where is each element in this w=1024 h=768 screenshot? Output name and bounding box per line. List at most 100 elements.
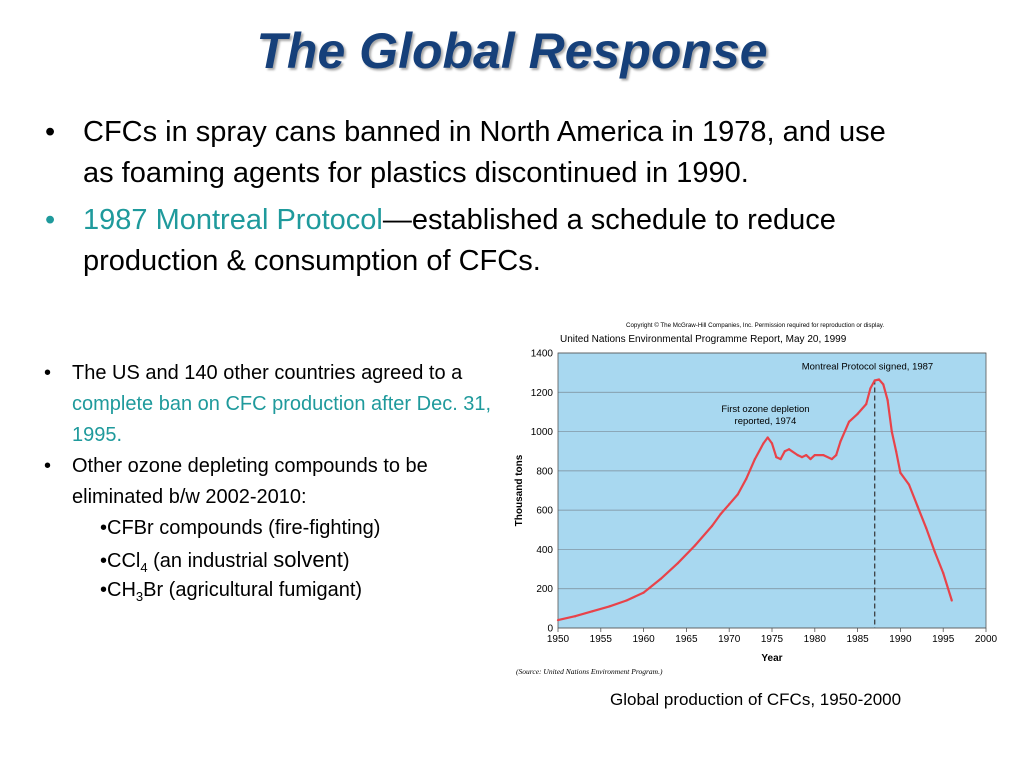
compound-ch3br: •CH3Br (agricultural fumigant): [100, 575, 362, 612]
chart-source: (Source: United Nations Environment Prog…: [516, 667, 663, 676]
sub-bullet-text: The US and 140 other countries agreed to…: [72, 362, 463, 384]
data-point: [608, 605, 611, 608]
x-tick-label: 1985: [846, 634, 869, 645]
y-tick-label: 400: [536, 545, 553, 556]
data-point: [762, 442, 765, 445]
y-tick-label: 600: [536, 506, 553, 517]
x-tick-label: 1965: [675, 634, 698, 645]
data-point: [783, 450, 786, 453]
data-point: [813, 454, 816, 457]
bullet-cfc-ban: • CFCs in spray cans banned in North Ame…: [40, 112, 900, 194]
compound-text: ): [342, 550, 350, 572]
data-point: [950, 599, 953, 602]
compound-text: •CCl: [100, 550, 141, 572]
x-tick-label: 1995: [932, 634, 955, 645]
annotation-ozone-depletion: First ozone depletion: [721, 404, 809, 415]
x-tick-label: 1955: [590, 634, 613, 645]
compound-cfbr: •CFBr compounds (fire-fighting): [100, 513, 380, 544]
data-point: [873, 379, 876, 382]
data-point: [907, 483, 911, 486]
data-point: [830, 457, 834, 461]
complete-ban-link[interactable]: complete ban on CFC production after Dec…: [72, 393, 492, 446]
y-axis-label: Thousand tons: [514, 454, 525, 526]
cfc-production-line: [557, 378, 953, 622]
data-point: [924, 526, 928, 529]
y-tick-label: 1400: [531, 349, 554, 360]
chart-title: United Nations Environmental Programme R…: [560, 334, 847, 345]
solvent-word: solvent: [273, 547, 343, 572]
x-tick-label: 1980: [804, 634, 827, 645]
data-point: [770, 442, 774, 445]
data-point: [933, 550, 936, 553]
montreal-protocol-link[interactable]: 1987 Montreal Protocol: [83, 204, 383, 236]
plot-border: [557, 352, 987, 629]
data-point: [556, 619, 560, 622]
bullet-dot: •: [44, 455, 52, 477]
data-point: [835, 454, 838, 457]
x-tick-label: 1975: [761, 634, 784, 645]
sub-bullet-text: Other ozone depleting compounds to be el…: [72, 455, 428, 508]
chart-caption: Global production of CFCs, 1950-2000: [610, 690, 902, 709]
x-tick-label: 1970: [718, 634, 741, 645]
data-point: [710, 524, 714, 527]
compound-text: •CFBr compounds (fire-fighting): [100, 517, 381, 539]
data-point: [856, 412, 859, 415]
data-point: [805, 454, 808, 457]
cfc-production-chart: Copyright © The McGraw-Hill Companies, I…: [508, 318, 1008, 678]
y-tick-label: 1200: [531, 388, 554, 399]
main-bullet-list: • CFCs in spray cans banned in North Ame…: [40, 112, 900, 288]
bullet-text: —established a schedule to reduce produc…: [83, 204, 836, 277]
data-point: [574, 615, 577, 618]
bullet-dot: •: [44, 362, 52, 384]
subscript: 4: [140, 560, 148, 575]
data-point: [886, 399, 889, 402]
chart-copyright: Copyright © The McGraw-Hill Companies, I…: [626, 322, 884, 329]
bullet-text: CFCs in spray cans banned in North Ameri…: [83, 116, 886, 189]
data-point: [942, 571, 945, 575]
data-point: [693, 544, 697, 547]
data-point: [736, 493, 739, 496]
bullet-dot: •: [45, 116, 56, 148]
data-point: [625, 599, 628, 602]
x-tick-label: 1960: [632, 634, 655, 645]
data-point: [839, 440, 842, 443]
sub-bullet-other-compounds: • Other ozone depleting compounds to be …: [42, 451, 507, 513]
sub-bullet-list: • The US and 140 other countries agreed …: [42, 358, 507, 513]
data-point: [916, 505, 919, 508]
data-point: [895, 450, 898, 453]
y-tick-label: 800: [536, 466, 553, 477]
x-tick-label: 1990: [889, 634, 912, 645]
data-point: [796, 454, 799, 457]
data-point: [676, 562, 679, 565]
compound-text: •CH: [100, 579, 136, 601]
y-tick-label: 0: [547, 624, 553, 635]
data-point: [728, 503, 731, 506]
data-point: [882, 383, 885, 386]
data-point: [822, 454, 825, 457]
data-point: [779, 457, 782, 461]
data-point: [877, 378, 881, 381]
compound-text: Br (agricultural fumigant): [143, 579, 363, 601]
data-point: [719, 512, 722, 516]
compound-ccl4: •CCl4 (an industrial solvent): [100, 544, 350, 583]
data-point: [865, 402, 868, 406]
sub-bullet-us-ban: • The US and 140 other countries agreed …: [42, 358, 507, 451]
plot-area: [558, 353, 986, 628]
y-tick-label: 200: [536, 584, 553, 595]
data-point: [766, 436, 769, 439]
data-point: [788, 448, 791, 451]
y-tick-label: 1000: [531, 427, 554, 438]
bullet-dot: •: [45, 204, 56, 236]
data-point: [847, 420, 851, 423]
bullet-montreal-protocol: • 1987 Montreal Protocol—established a s…: [40, 200, 900, 282]
data-point: [745, 477, 748, 480]
subscript: 3: [135, 589, 144, 604]
data-point: [809, 457, 812, 461]
annotation-montreal: Montreal Protocol signed, 1987: [802, 362, 934, 373]
x-axis-label: Year: [761, 653, 782, 664]
data-point: [775, 456, 778, 459]
slide-title: The Global Response: [256, 23, 768, 79]
data-point: [890, 430, 893, 433]
data-point: [899, 471, 902, 474]
annotation-ozone-depletion: reported, 1974: [735, 416, 797, 427]
